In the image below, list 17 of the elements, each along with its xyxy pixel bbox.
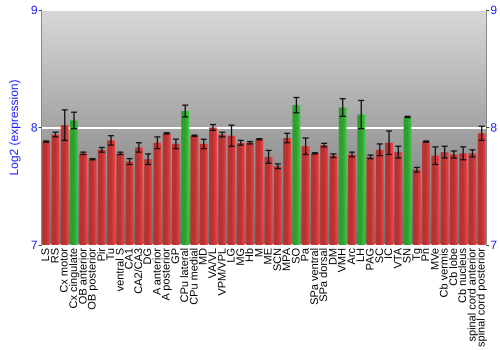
y-tick-label: 8 <box>30 120 38 134</box>
x-tick-label: spinal cord posterior <box>476 248 488 348</box>
x-tick-label: SCN <box>272 248 284 272</box>
x-tick-label: CPu medial <box>188 248 200 305</box>
x-tick-label: Pa <box>300 247 312 262</box>
y2-tick-label: 8 <box>490 120 498 134</box>
y-axis-title: Log2 (expression) <box>7 79 21 176</box>
x-tick-label: VA/VL <box>206 248 219 278</box>
x-tick-label: Cb lobe <box>448 248 460 286</box>
y2-tick-label: 9 <box>490 3 498 17</box>
x-tick-label: RS <box>49 248 62 264</box>
x-tick-label: SO <box>290 248 302 264</box>
y-tick-label: 9 <box>30 3 38 17</box>
y-tick-label: 7 <box>30 238 38 252</box>
x-tick-label: OB anterior <box>77 248 90 304</box>
x-tick-label: IC <box>383 248 396 259</box>
y2-tick-label: 7 <box>490 238 498 252</box>
